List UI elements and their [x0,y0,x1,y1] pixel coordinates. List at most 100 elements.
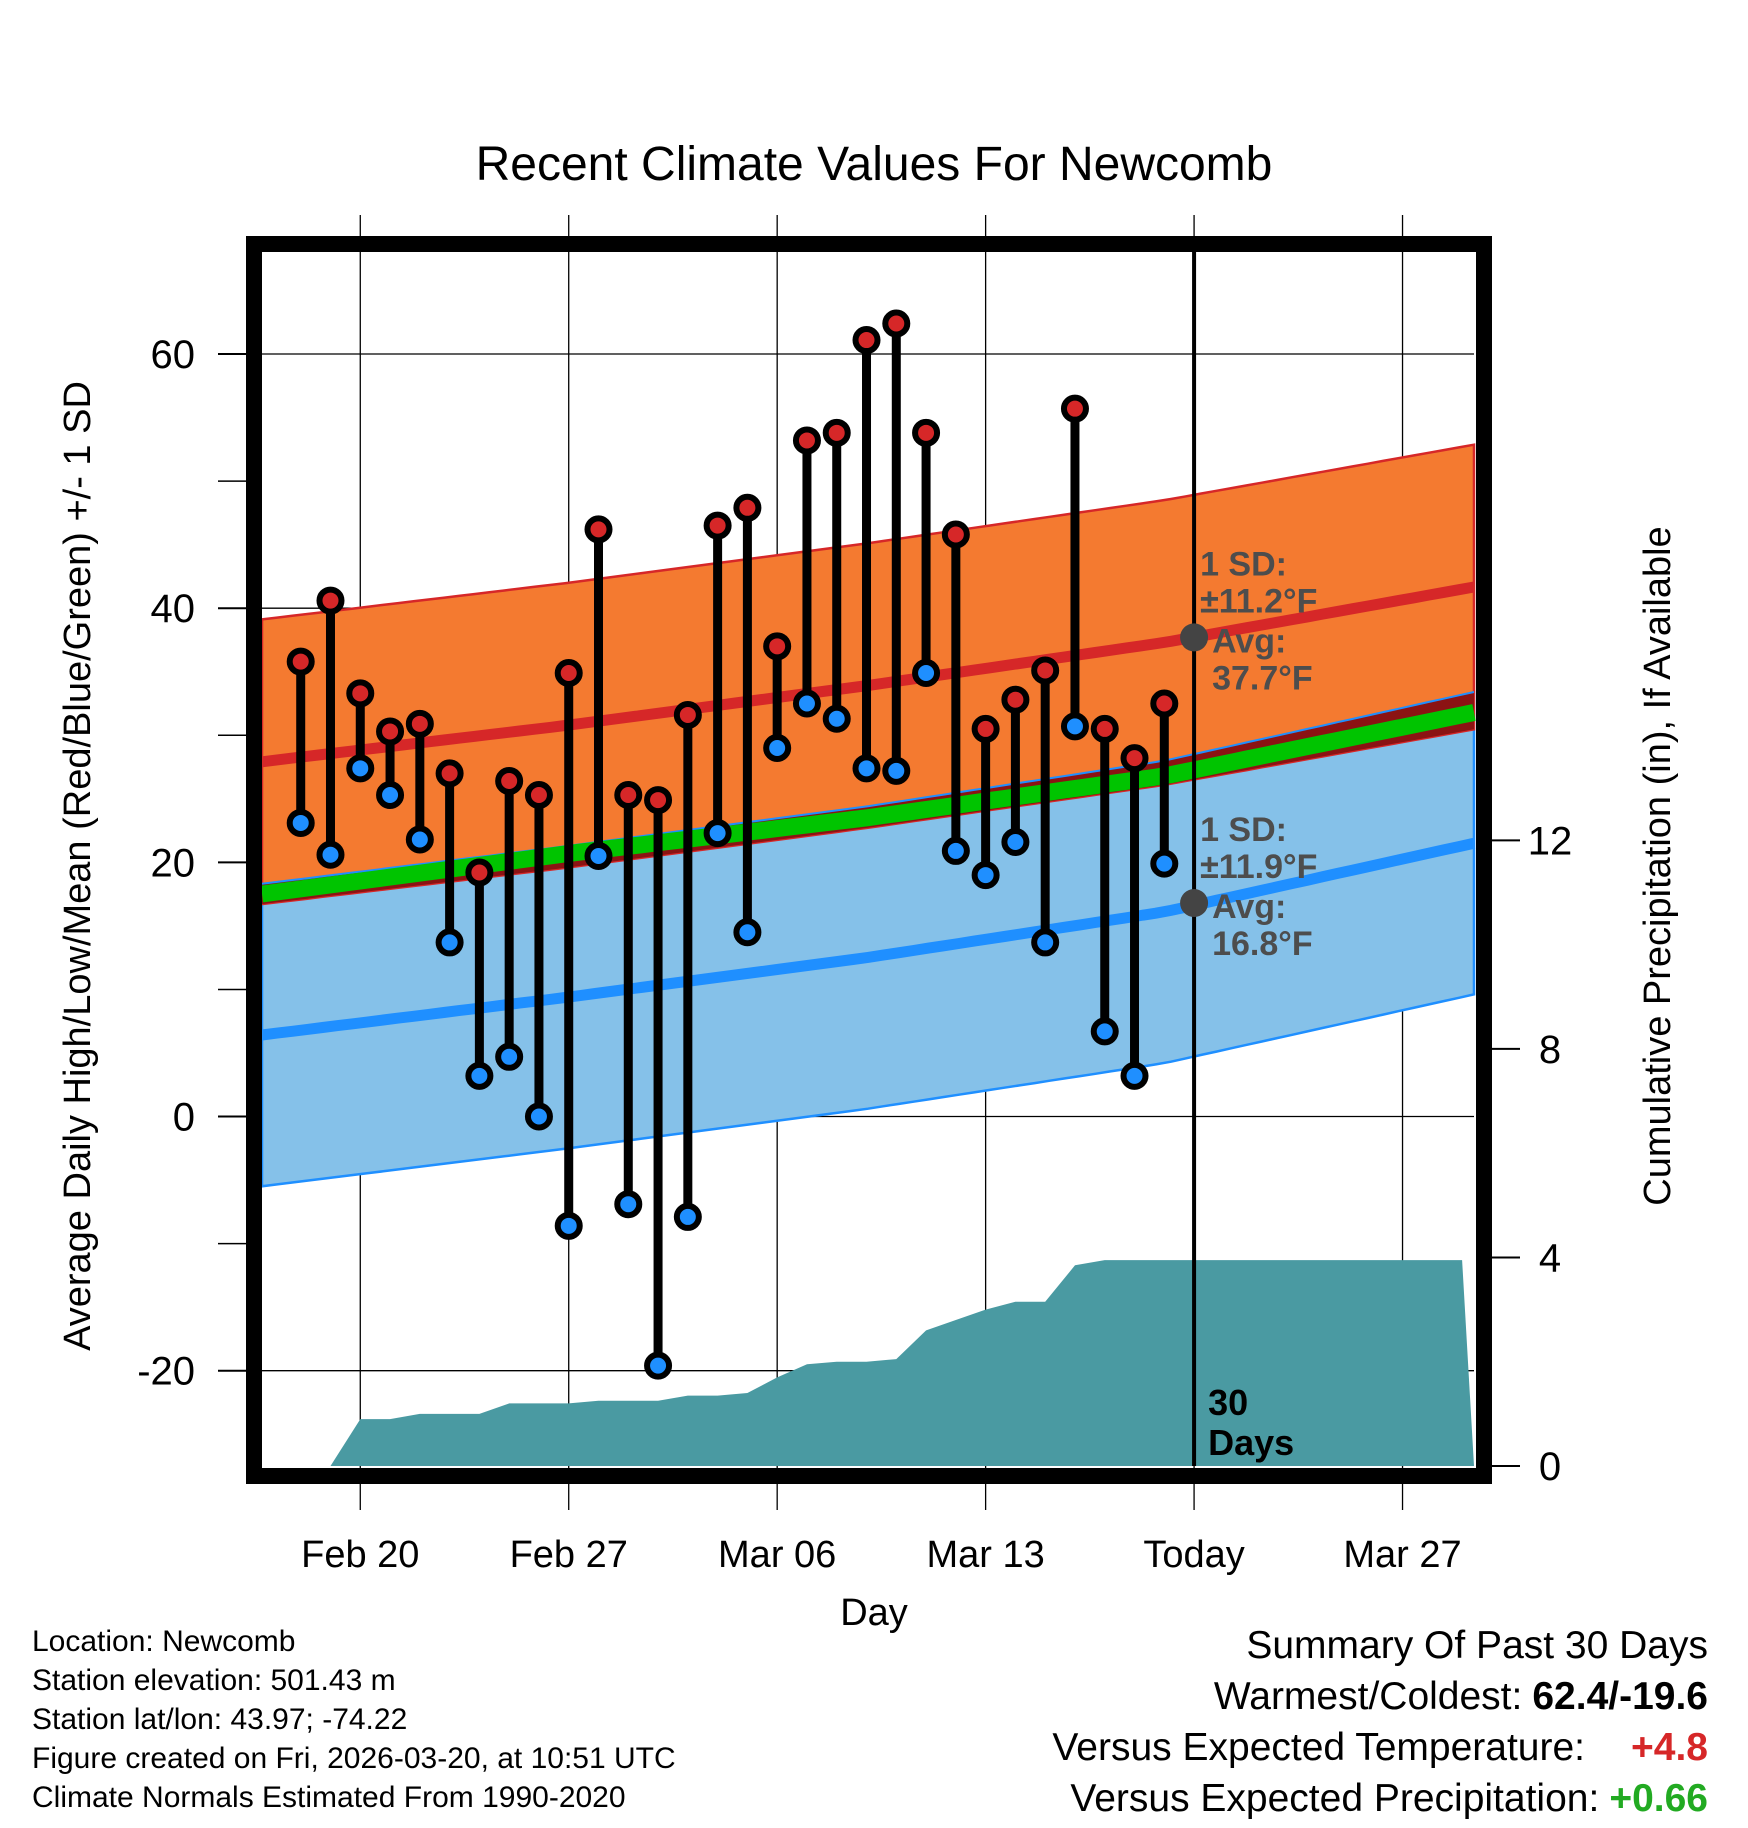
high-point-day-4 [376,717,405,746]
low-point-day-10 [554,1211,583,1240]
high-point-day-2 [316,586,345,615]
x-axis-label: Day [840,1592,908,1634]
x-tick-label-0: Feb 20 [301,1534,419,1576]
precipitation-area [270,1260,1474,1466]
high-annotation-line-2: Avg: [1212,622,1286,660]
precip-row: Versus Expected Precipitation: +0.66 [1052,1773,1708,1824]
plot-frame [246,236,1492,1484]
x-tick-label-3: Mar 13 [926,1534,1044,1576]
low-point-day-9 [524,1102,553,1131]
low-point-day-30 [1150,849,1179,878]
y-right-tick-label-1: 4 [1539,1236,1561,1280]
low-point-day-5 [405,825,434,854]
high-point-day-3 [346,679,375,708]
y-left-tick-label-1: 0 [173,1096,195,1140]
precip-label: Versus Expected Precipitation: [1070,1777,1600,1820]
low-annotation-line-0: 1 SD: [1200,811,1287,849]
created-text: Figure created on Fri, 2026-03-20, at 10… [32,1742,676,1775]
low-point-day-8 [495,1042,524,1071]
high-point-day-21 [882,309,911,338]
x-tick-label-4: Today [1143,1534,1244,1576]
low-point-day-19 [822,704,851,733]
high-point-day-6 [435,759,464,788]
low-point-day-14 [673,1202,702,1231]
high-point-day-11 [584,515,613,544]
low-point-day-23 [941,836,970,865]
low-annotation-line-3: 16.8°F [1212,925,1313,963]
temp-value: +4.8 [1631,1726,1708,1769]
high-point-day-1 [286,647,315,676]
x-tick-label-5: Mar 27 [1343,1534,1461,1576]
high-point-day-30 [1150,689,1179,718]
high-avg-marker [1180,623,1209,652]
warm-cold-value: 62.4/-19.6 [1532,1675,1708,1718]
high-point-day-16 [733,493,762,522]
high-point-day-8 [495,767,524,796]
y-axis-right-label: Cumulative Precipitation (in), If Availa… [1637,526,1679,1205]
high-point-day-22 [912,418,941,447]
axes: Feb 20 Feb 27 Mar 06 Mar 13 Today Mar 27 -20 0 2… [137,333,1572,1576]
low-normal-line [261,837,1476,1041]
summary-panel: Summary Of Past 30 Days Warmest/Coldest:… [1052,1620,1708,1824]
low-point-day-26 [1031,928,1060,957]
low-point-day-28 [1090,1017,1119,1046]
low-point-day-29 [1120,1061,1149,1090]
low-point-day-2 [316,840,345,869]
latlon-text: Station lat/lon: 43.97; -74.22 [32,1703,408,1736]
days-label-number: 30 [1208,1382,1248,1423]
high-point-day-26 [1031,656,1060,685]
high-point-day-5 [405,709,434,738]
low-point-day-1 [286,808,315,837]
high-point-day-17 [763,632,792,661]
y-axis-left-label: Average Daily High/Low/Mean (Red/Blue/Gr… [57,381,99,1351]
y-right-tick-label-0: 0 [1539,1445,1561,1489]
y-left-tick-label-3: 40 [151,587,196,631]
daily-range-bars [286,309,1179,1380]
temp-label: Versus Expected Temperature: [1052,1726,1585,1769]
high-annotation-line-0: 1 SD: [1200,545,1287,583]
warm-cold-label: Warmest/Coldest: [1213,1675,1523,1718]
y-left-tick-label-0: -20 [137,1350,195,1394]
low-point-day-7 [465,1061,494,1090]
low-point-day-25 [1001,828,1030,857]
x-tick-label-2: Mar 06 [718,1534,836,1576]
high-point-day-29 [1120,744,1149,773]
y-left-tick-label-4: 60 [151,333,196,377]
chart-title: Recent Climate Values For Newcomb [476,138,1273,191]
low-point-day-18 [792,689,821,718]
high-point-day-19 [822,418,851,447]
station-info: Location: Newcomb Station elevation: 501… [32,1622,676,1817]
low-point-day-24 [971,861,1000,890]
high-point-day-18 [792,426,821,455]
low-point-day-16 [733,918,762,947]
high-point-day-9 [524,781,553,809]
mean-normal-line [260,704,1476,903]
precip-value: +0.66 [1609,1777,1708,1820]
low-point-day-11 [584,842,613,870]
y-right-tick-label-3: 12 [1528,819,1573,863]
high-point-day-15 [703,511,732,540]
high-point-day-7 [465,858,494,887]
low-annotation-line-2: Avg: [1212,888,1286,926]
high-point-day-10 [554,659,583,687]
low-point-day-4 [376,781,405,809]
plot-border [246,236,1492,1484]
low-point-day-22 [912,659,941,687]
high-point-day-20 [852,326,881,355]
high-point-day-27 [1060,394,1089,423]
low-point-day-3 [346,754,375,783]
elevation-text: Station elevation: 501.43 m [32,1664,396,1697]
low-point-day-20 [852,754,881,783]
high-point-day-24 [971,714,1000,743]
low-point-day-21 [882,756,911,785]
normals-text: Climate Normals Estimated From 1990-2020 [32,1781,626,1814]
high-point-day-14 [673,700,702,729]
y-left-tick-label-2: 20 [151,841,196,885]
high-annotation-line-3: 37.7°F [1212,659,1313,697]
temp-row: Versus Expected Temperature: +4.8 [1052,1722,1708,1773]
high-annotation-line-1: ±11.2°F [1200,582,1317,620]
low-annotation-line-1: ±11.9°F [1200,848,1317,886]
